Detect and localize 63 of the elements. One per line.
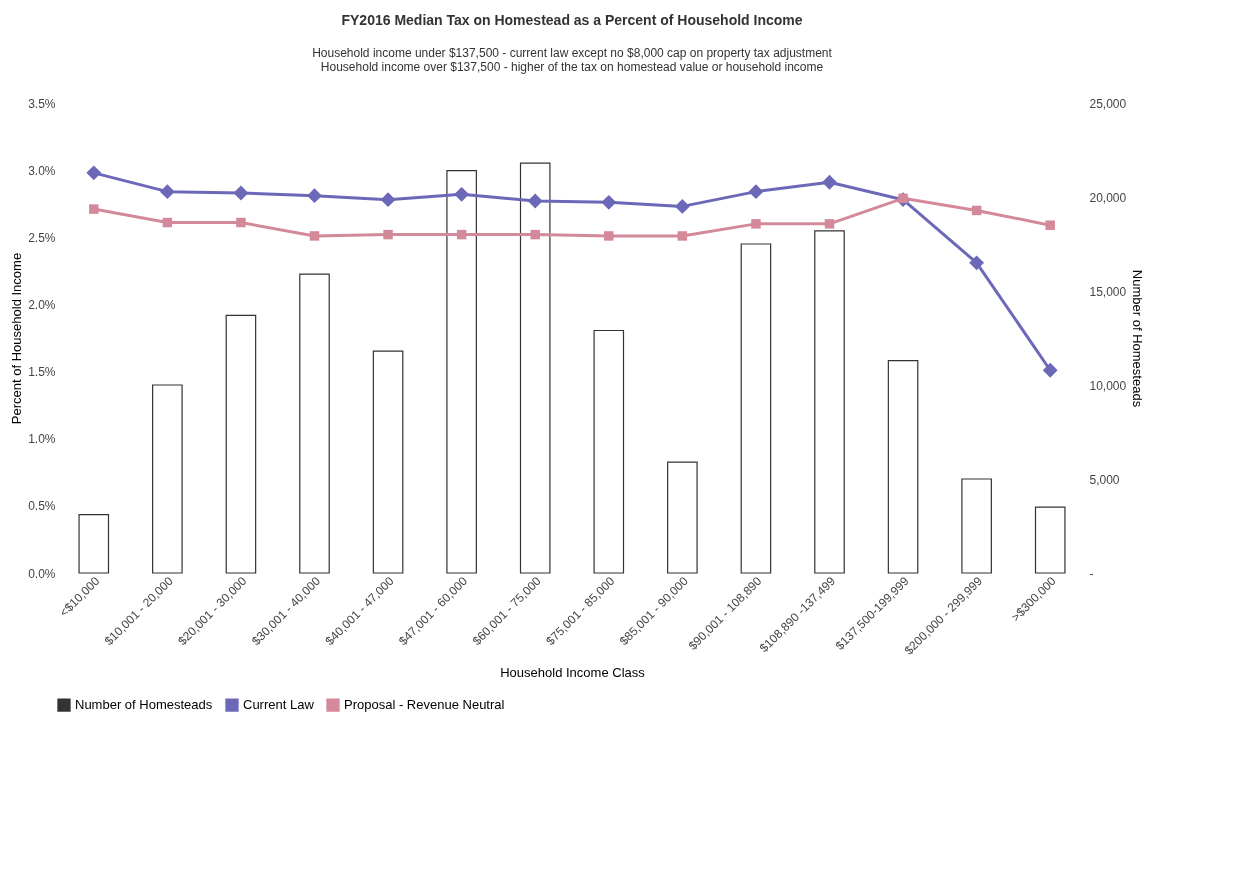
point <box>307 188 322 204</box>
point <box>86 165 102 181</box>
bar <box>78 514 110 574</box>
y-tick-label: 3.0% <box>28 163 56 178</box>
y2-tick-label: - <box>1089 566 1094 581</box>
y2-axis-title: Number of Homesteads <box>1130 269 1146 408</box>
point <box>454 186 470 202</box>
y-tick-label: 1.0% <box>28 432 56 447</box>
y2-tick-label: 15,000 <box>1089 284 1127 299</box>
bar <box>152 384 183 574</box>
point <box>89 204 99 214</box>
point <box>822 174 837 190</box>
point <box>824 219 835 229</box>
legend-label: Number of Homesteads <box>75 697 213 713</box>
point <box>380 192 396 208</box>
y-tick-label: 1.5% <box>28 365 56 380</box>
point <box>1042 362 1058 378</box>
y-axis-title: Percent of Household Income <box>9 252 25 425</box>
bar <box>372 350 404 574</box>
point <box>751 219 761 229</box>
bar <box>593 329 625 574</box>
y-tick-label: 0.0% <box>28 566 56 581</box>
point <box>674 198 690 214</box>
point <box>236 217 246 228</box>
y2-tick-label: 10,000 <box>1089 378 1127 393</box>
point <box>898 193 908 204</box>
point <box>383 229 393 240</box>
bar <box>446 170 477 574</box>
chart-subtitle: Household income under $137,500 - current law except no $8,000 cap on property tax adjustment Household income over $137,500 - higher of the tax on homestead value or household income <box>312 46 833 74</box>
point <box>159 184 175 200</box>
y2-tick-label: 20,000 <box>1089 190 1127 205</box>
bar <box>887 359 919 574</box>
point <box>969 255 985 271</box>
y-tick-label: 0.5% <box>28 499 56 514</box>
point <box>601 194 617 210</box>
bar <box>740 243 772 574</box>
legend-label: Proposal - Revenue Neutral <box>344 697 505 713</box>
bar <box>299 273 330 574</box>
chart-title: FY2016 Median Tax on Homestead as a Percent of Household Income <box>341 12 803 28</box>
bar <box>814 230 845 574</box>
point <box>162 217 173 228</box>
bar <box>667 461 698 574</box>
y-tick-label: 2.0% <box>28 297 56 312</box>
bar <box>225 314 257 574</box>
bar <box>1034 506 1066 574</box>
point <box>456 229 467 240</box>
point <box>530 229 540 240</box>
point <box>748 184 764 200</box>
point <box>309 231 320 241</box>
y2-tick-label: 25,000 <box>1089 96 1127 111</box>
point <box>527 193 543 209</box>
y2-tick-label: 5,000 <box>1089 472 1120 487</box>
point <box>677 231 688 241</box>
point <box>233 185 249 201</box>
x-axis-title: Household Income Class <box>500 664 646 680</box>
legend-label: Current Law <box>243 697 315 713</box>
y-tick-label: 3.5% <box>28 96 56 111</box>
bar <box>961 478 992 574</box>
point <box>604 231 614 241</box>
point <box>1045 220 1055 230</box>
bar <box>519 162 551 574</box>
y-tick-label: 2.5% <box>28 230 56 245</box>
point <box>971 205 982 216</box>
